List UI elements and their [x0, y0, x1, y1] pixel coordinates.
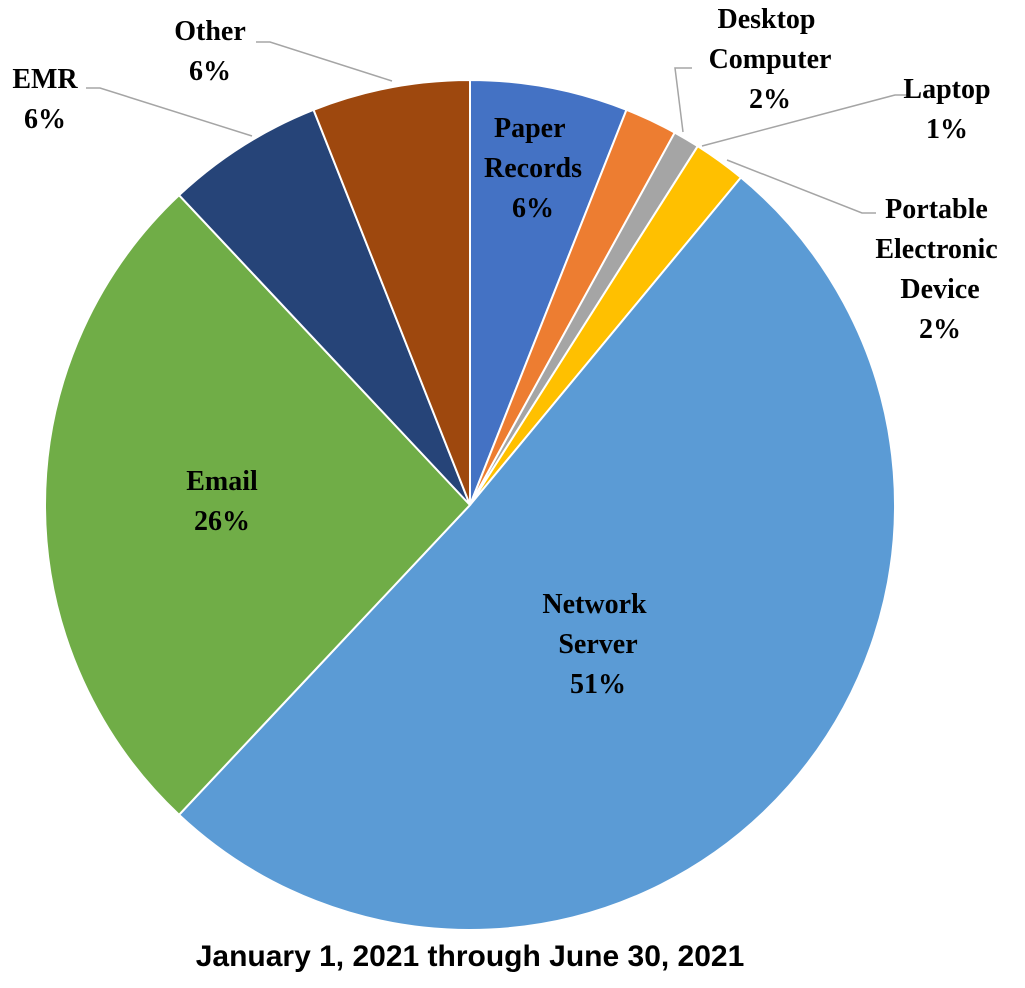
value-label: 6% — [24, 104, 66, 135]
label-line: Desktop — [717, 4, 822, 35]
pie-slice — [469, 78, 628, 506]
slice-label: Desktop Computer — [709, 4, 832, 75]
label-line: Device — [900, 274, 979, 305]
leader-line — [701, 94, 908, 147]
pie-slice — [177, 108, 471, 506]
value-label: 26% — [194, 506, 250, 537]
pie-slice — [44, 193, 472, 817]
slice-label: Portable Electronic Device — [875, 194, 1004, 305]
leader-line — [674, 67, 692, 133]
label-line: EMR — [12, 64, 78, 95]
label-line: Laptop — [903, 74, 990, 105]
value-label: 6% — [512, 193, 554, 224]
slice-label: Paper Records — [484, 113, 582, 184]
value-label: 1% — [926, 114, 968, 145]
value-label: 6% — [189, 56, 231, 87]
leader-line — [726, 159, 876, 214]
value-label: 51% — [570, 669, 626, 700]
leader-line — [256, 41, 393, 82]
label-line: Paper — [494, 113, 572, 144]
label-line: Email — [186, 466, 258, 497]
slice-label: Other — [174, 16, 246, 47]
label-line: Portable — [885, 194, 995, 225]
label-line: Computer — [709, 44, 832, 75]
slice-label: Network Server — [542, 589, 653, 660]
slice-label: Email — [186, 466, 258, 497]
label-line: Network — [542, 589, 653, 620]
label-line: Records — [484, 153, 582, 184]
pie-slice — [312, 78, 471, 506]
label-line: Server — [558, 629, 637, 660]
slice-label: Laptop — [903, 74, 990, 105]
pie-slice — [177, 176, 896, 931]
label-line: Electronic — [875, 234, 1004, 265]
slice-label: EMR — [12, 64, 78, 95]
chart-title: January 1, 2021 through June 30, 2021 — [196, 940, 745, 973]
label-line: Other — [174, 16, 246, 47]
value-label: 2% — [749, 84, 791, 115]
leader-line — [86, 87, 253, 137]
value-label: 2% — [919, 314, 961, 345]
